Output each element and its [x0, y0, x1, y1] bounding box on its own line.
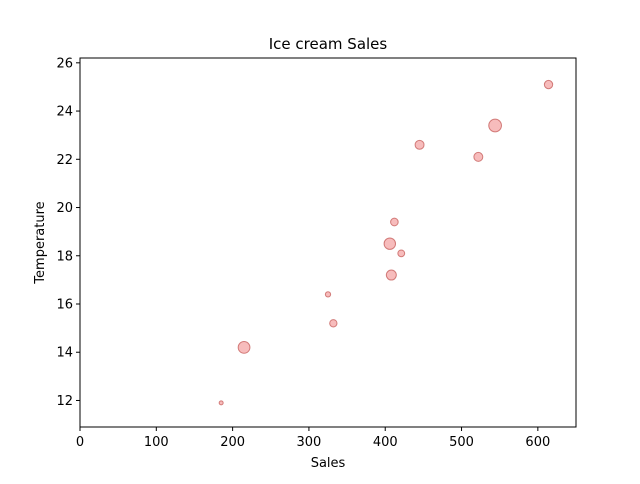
- data-point: [329, 319, 338, 328]
- y-tick-label: 26: [56, 56, 73, 71]
- data-point: [218, 400, 224, 406]
- data-point: [383, 237, 397, 250]
- data-point: [390, 217, 399, 227]
- x-axis-ticks: 0 100 200 300 400 500 600: [76, 427, 550, 450]
- y-axis-label: Temperature: [33, 201, 48, 284]
- x-tick-label: 500: [449, 435, 474, 450]
- y-tick-label: 22: [56, 153, 73, 168]
- y-tick-label: 16: [56, 298, 73, 313]
- plot-frame: [79, 57, 577, 428]
- x-tick-label: 600: [525, 435, 550, 450]
- data-point: [488, 118, 502, 133]
- data-point: [385, 269, 397, 281]
- data-point: [324, 291, 332, 298]
- y-tick-label: 12: [56, 394, 73, 409]
- y-tick-label: 20: [56, 201, 73, 216]
- chart-title: Ice cream Sales: [269, 35, 388, 53]
- x-tick-label: 300: [297, 435, 322, 450]
- x-axis-label: Sales: [311, 456, 346, 471]
- x-tick-label: 400: [373, 435, 398, 450]
- y-tick-label: 14: [56, 346, 73, 361]
- data-point: [543, 79, 554, 90]
- data-point: [237, 341, 251, 354]
- data-point: [473, 151, 484, 162]
- x-tick-label: 100: [144, 435, 169, 450]
- x-tick-label: 200: [220, 435, 245, 450]
- y-tick-label: 24: [56, 105, 73, 120]
- y-axis-ticks: 12 14 16 18 20 22 24 26: [56, 56, 80, 409]
- x-tick-label: 0: [76, 435, 84, 450]
- data-point: [414, 139, 425, 150]
- points-layer: [218, 79, 554, 406]
- y-tick-label: 18: [56, 249, 73, 264]
- data-point: [397, 249, 406, 258]
